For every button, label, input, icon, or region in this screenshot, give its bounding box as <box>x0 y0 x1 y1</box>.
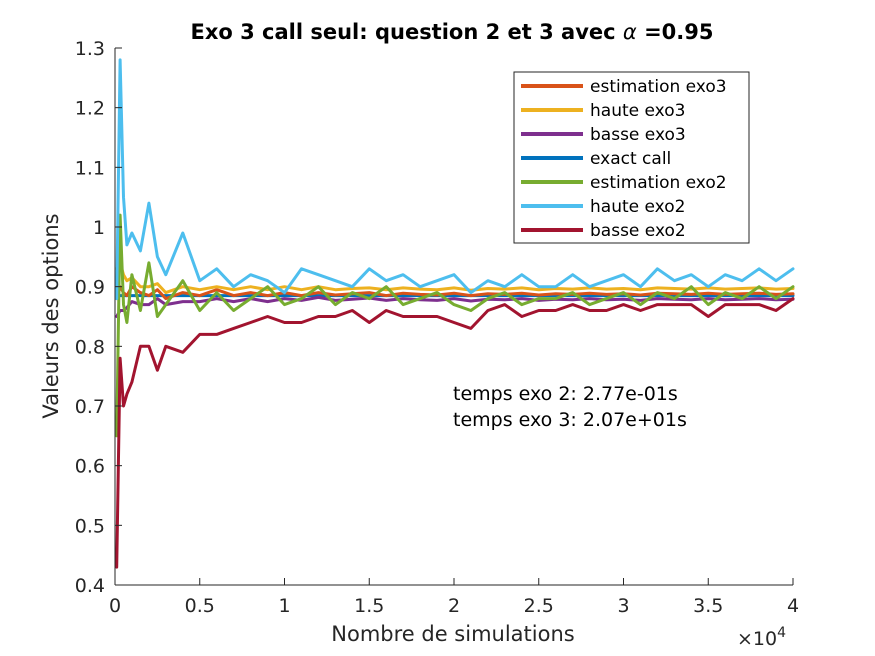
legend-label: estimation exo2 <box>590 173 727 193</box>
series-line-basse-exo3 <box>115 295 795 318</box>
series-line-haute-exo3 <box>115 261 795 295</box>
series-line-estimation-exo2 <box>115 213 795 438</box>
x-tick-label: 0.5 <box>185 595 215 617</box>
x-axis-label: Nombre de simulations <box>331 622 574 646</box>
x-multiplier: ×104 <box>737 625 786 650</box>
x-ticks: 0 0.5 1 1.5 2 2.5 3 3.5 4 <box>109 578 799 617</box>
y-axis-label: Valeurs des options <box>39 213 63 418</box>
y-tick-label: 0.8 <box>75 336 105 358</box>
x-tick-label: 2 <box>448 595 460 617</box>
y-tick-label: 0.6 <box>75 456 105 478</box>
x-tick-label: 4 <box>787 595 799 617</box>
annotation-exo2: temps exo 2: 2.77e-01s <box>453 383 678 405</box>
y-tick-label: 1 <box>93 217 105 239</box>
legend-label: haute exo3 <box>590 101 685 121</box>
x-tick-label: 1 <box>278 595 290 617</box>
legend-label: basse exo2 <box>590 221 686 241</box>
annotation-exo3: temps exo 3: 2.07e+01s <box>453 409 687 431</box>
series-line-basse-exo2 <box>115 297 795 569</box>
y-ticks: 0.4 0.5 0.6 0.7 0.8 0.9 1 1.1 1.2 1.3 <box>75 38 122 597</box>
series-line-estimation-exo3 <box>115 285 795 301</box>
legend-label: haute exo2 <box>590 197 685 217</box>
x-tick-label: 3.5 <box>693 595 723 617</box>
x-tick-label: 2.5 <box>524 595 554 617</box>
y-tick-label: 0.4 <box>75 575 105 597</box>
alpha-symbol: α <box>623 20 637 44</box>
y-tick-label: 0.5 <box>75 515 105 537</box>
series-line-haute-exo2 <box>115 58 795 301</box>
x-multiplier-exponent: 4 <box>777 625 786 641</box>
x-tick-label: 0 <box>109 595 121 617</box>
y-tick-label: 1.3 <box>75 38 105 60</box>
legend: estimation exo3 haute exo3 basse exo3 exact… <box>513 71 750 244</box>
x-tick-label: 3 <box>617 595 629 617</box>
y-tick-label: 0.9 <box>75 277 105 299</box>
y-tick-label: 1.1 <box>75 157 105 179</box>
y-tick-label: 1.2 <box>75 98 105 120</box>
x-tick-label: 1.5 <box>354 595 384 617</box>
legend-label: exact call <box>590 149 671 169</box>
legend-label: basse exo3 <box>590 125 686 145</box>
legend-label: estimation exo3 <box>590 77 727 97</box>
chart-title: Exo 3 call seul: question 2 et 3 avec α … <box>190 20 713 44</box>
series-layer <box>115 58 795 569</box>
y-tick-label: 0.7 <box>75 396 105 418</box>
